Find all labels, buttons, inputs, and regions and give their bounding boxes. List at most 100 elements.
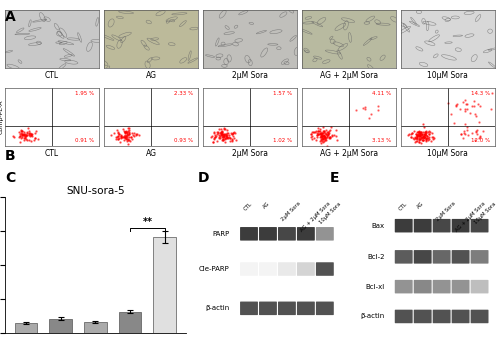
Point bbox=[314, 131, 322, 137]
Point bbox=[318, 134, 326, 140]
Point bbox=[412, 138, 420, 144]
Text: Bax: Bax bbox=[372, 223, 384, 229]
Point bbox=[226, 134, 234, 139]
Point bbox=[24, 125, 32, 131]
Point bbox=[316, 129, 324, 134]
Point bbox=[459, 99, 467, 105]
Point bbox=[210, 130, 218, 135]
Point bbox=[22, 137, 30, 142]
Point bbox=[30, 138, 38, 143]
Point bbox=[420, 133, 428, 138]
Point bbox=[488, 91, 496, 96]
Point bbox=[206, 134, 214, 140]
Point bbox=[226, 135, 234, 141]
Point bbox=[24, 129, 32, 134]
Point bbox=[24, 129, 32, 134]
Point bbox=[216, 132, 224, 138]
Point bbox=[218, 129, 226, 134]
Point bbox=[472, 131, 480, 137]
Point bbox=[308, 129, 316, 135]
Point bbox=[414, 136, 422, 141]
Point bbox=[224, 135, 232, 141]
Point bbox=[318, 130, 326, 135]
Point bbox=[124, 132, 132, 138]
Point bbox=[18, 128, 26, 134]
Point bbox=[487, 106, 495, 112]
Point bbox=[464, 132, 472, 138]
Point bbox=[320, 129, 328, 135]
Point bbox=[223, 128, 231, 133]
Point bbox=[430, 135, 438, 140]
FancyBboxPatch shape bbox=[240, 301, 258, 315]
Point bbox=[322, 137, 330, 142]
Text: 2μM Sora: 2μM Sora bbox=[280, 201, 302, 222]
Point bbox=[110, 130, 118, 136]
Point bbox=[120, 133, 128, 139]
Point bbox=[221, 139, 229, 145]
Point bbox=[416, 133, 424, 139]
Point bbox=[472, 128, 480, 133]
Point bbox=[422, 138, 430, 143]
Point bbox=[316, 133, 324, 138]
Point bbox=[316, 128, 324, 133]
FancyBboxPatch shape bbox=[240, 227, 258, 240]
FancyBboxPatch shape bbox=[278, 301, 296, 315]
Point bbox=[323, 132, 331, 138]
Point bbox=[314, 132, 322, 137]
Point bbox=[418, 134, 426, 140]
Point bbox=[220, 126, 228, 132]
Point bbox=[463, 127, 471, 133]
Point bbox=[420, 134, 428, 140]
Point bbox=[418, 131, 426, 137]
Point bbox=[18, 134, 26, 139]
Point bbox=[10, 134, 18, 140]
X-axis label: CTL: CTL bbox=[45, 71, 59, 80]
FancyBboxPatch shape bbox=[470, 219, 488, 233]
Point bbox=[461, 108, 469, 114]
Point bbox=[122, 137, 130, 142]
Point bbox=[224, 135, 232, 140]
Point bbox=[224, 131, 232, 136]
Point bbox=[228, 131, 236, 137]
Point bbox=[423, 135, 431, 141]
FancyBboxPatch shape bbox=[452, 250, 469, 264]
Point bbox=[327, 124, 335, 130]
Point bbox=[418, 134, 426, 139]
Point bbox=[324, 131, 332, 137]
X-axis label: 10μM Sora: 10μM Sora bbox=[428, 149, 469, 157]
FancyBboxPatch shape bbox=[316, 301, 334, 315]
Point bbox=[415, 133, 423, 139]
Point bbox=[125, 134, 133, 139]
Point bbox=[212, 132, 220, 138]
Point bbox=[317, 137, 325, 142]
Point bbox=[229, 131, 237, 136]
FancyBboxPatch shape bbox=[432, 280, 450, 293]
Point bbox=[308, 129, 316, 134]
Point bbox=[20, 132, 28, 138]
Point bbox=[222, 131, 230, 137]
Point bbox=[425, 129, 433, 134]
Point bbox=[120, 128, 128, 133]
Point bbox=[122, 129, 130, 134]
Point bbox=[18, 131, 26, 137]
Point bbox=[318, 130, 326, 136]
Point bbox=[420, 134, 428, 140]
Point bbox=[422, 135, 430, 141]
Point bbox=[17, 135, 25, 140]
Bar bbox=[50, 319, 72, 333]
Point bbox=[20, 135, 28, 141]
Point bbox=[122, 132, 130, 137]
Point bbox=[218, 134, 226, 139]
Point bbox=[222, 135, 230, 141]
Text: **: ** bbox=[142, 217, 152, 227]
Point bbox=[418, 133, 426, 139]
Point bbox=[410, 129, 418, 134]
Point bbox=[407, 131, 415, 137]
FancyBboxPatch shape bbox=[470, 250, 488, 264]
Point bbox=[232, 137, 240, 143]
FancyBboxPatch shape bbox=[297, 301, 315, 315]
Point bbox=[124, 136, 132, 141]
Point bbox=[414, 129, 422, 135]
Point bbox=[314, 129, 322, 134]
Point bbox=[20, 132, 28, 137]
